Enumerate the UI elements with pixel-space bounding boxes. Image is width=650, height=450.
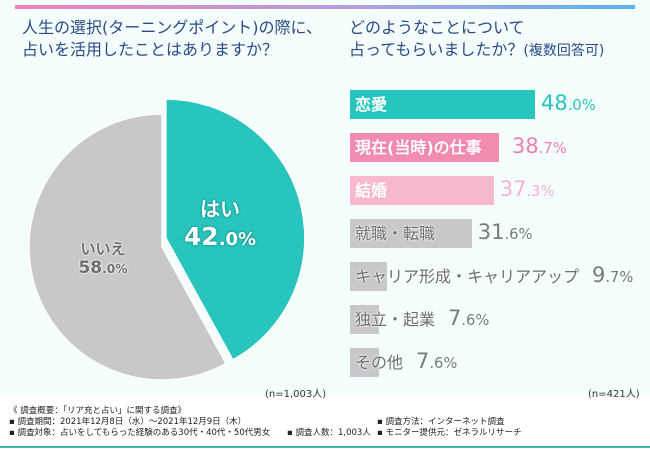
bar-value-5: 7.6% (448, 304, 489, 335)
survey-target: ▪ 調査対象：占いをしてもらった経験のある30代・40代・50代男女 (9, 428, 271, 438)
gradient-top-bar (15, 5, 635, 9)
bar-value-dec-2: .3% (526, 183, 555, 200)
bar-5 (350, 305, 380, 334)
pie-sample-size: (n=1,003人) (265, 389, 327, 400)
bar-value-4: 9.7% (592, 261, 633, 292)
bar-value-int-0: 48 (541, 91, 568, 115)
multiple-answer-note: (複数回答可) (523, 43, 605, 59)
bar-1 (350, 133, 500, 162)
bar-title-line-1: どのようなことについて (349, 18, 525, 37)
bar-label-4: キャリア形成・キャリアアップ (355, 267, 580, 286)
bar-value-dec-1: .7% (538, 140, 567, 157)
bar-4 (350, 262, 388, 291)
bar-value-dec-4: .7% (605, 269, 634, 286)
bar-title-line-2: 占ってもらいましたか？ (349, 40, 524, 59)
bar-value-int-1: 38 (512, 134, 539, 158)
survey-period: ▪ 調査期間：2021年12月8日（水）～2021年12月9日（木） (9, 417, 247, 427)
bar-chart-title: どのようなことについて 占ってもらいましたか？(複数回答可) (349, 17, 649, 62)
bar-label-3: 就職・転職 (355, 224, 436, 243)
bar-value-dec-6: .6% (429, 355, 458, 372)
pie-slice-no (28, 113, 228, 381)
pie-chart (28, 98, 306, 381)
bottom-divider (0, 446, 650, 448)
bar-value-dec-5: .6% (461, 312, 490, 329)
survey-method: ▪ 調査方法：インターネット調査 (377, 417, 505, 427)
pie-value-yes-dec: .0% (218, 229, 257, 250)
bar-2 (350, 176, 494, 205)
pie-value-yes-int: 42 (183, 222, 219, 251)
pie-title-line-1: 人生の選択(ターニングポイント)の際に、 (22, 18, 323, 37)
pie-slice-yes (165, 98, 306, 361)
survey-provider: ▪ モニター提供元：ゼネラルリサーチ (377, 428, 522, 438)
bar-label-2: 結婚 (355, 181, 388, 200)
survey-heading: 《 調査概要：「リア充と占い」に関する調査》 (9, 406, 186, 416)
bar-value-2: 37.3% (500, 175, 555, 206)
survey-summary: 《 調査概要：「リア充と占い」に関する調査》 ▪ 調査期間：2021年12月8日… (9, 406, 649, 439)
bar-value-dec-3: .6% (504, 226, 533, 243)
survey-count: ▪ 調査人数：1,003人 (287, 428, 371, 438)
bar-value-0: 48.0% (541, 89, 596, 120)
pie-label-no: いいえ (80, 240, 126, 258)
pie-value-no: 58.0% (68, 258, 138, 278)
bar-value-int-4: 9 (592, 263, 606, 287)
bar-label-5: 独立・起業 (355, 310, 436, 329)
bar-label-6: その他 (355, 353, 404, 372)
bar-label-0: 恋愛 (355, 95, 388, 114)
bar-value-3: 31.6% (478, 218, 533, 249)
bar-label-1: 現在(当時)の仕事 (355, 138, 482, 157)
bar-value-int-6: 7 (416, 349, 430, 373)
bar-0 (350, 90, 535, 119)
bar-value-1: 38.7% (512, 132, 567, 163)
bar-sample-size: (n=421人) (588, 389, 640, 400)
bar-value-int-5: 7 (448, 306, 462, 330)
bar-value-6: 7.6% (416, 347, 457, 378)
pie-label-yes: はい (200, 197, 240, 221)
pie-value-no-int: 58 (78, 258, 103, 278)
bar-3 (350, 219, 472, 248)
pie-value-yes: 42.0% (165, 222, 275, 251)
pie-chart-title: 人生の選択(ターニングポイント)の際に、 占いを活用したことはありますか？ (22, 17, 322, 61)
pie-title-line-2: 占いを活用したことはありますか？ (22, 40, 279, 59)
bar-6 (350, 348, 380, 377)
bar-value-int-2: 37 (499, 177, 527, 201)
bar-value-dec-0: .0% (567, 97, 596, 114)
pie-value-no-dec: .0% (102, 262, 128, 276)
bar-value-int-3: 31 (477, 220, 505, 244)
